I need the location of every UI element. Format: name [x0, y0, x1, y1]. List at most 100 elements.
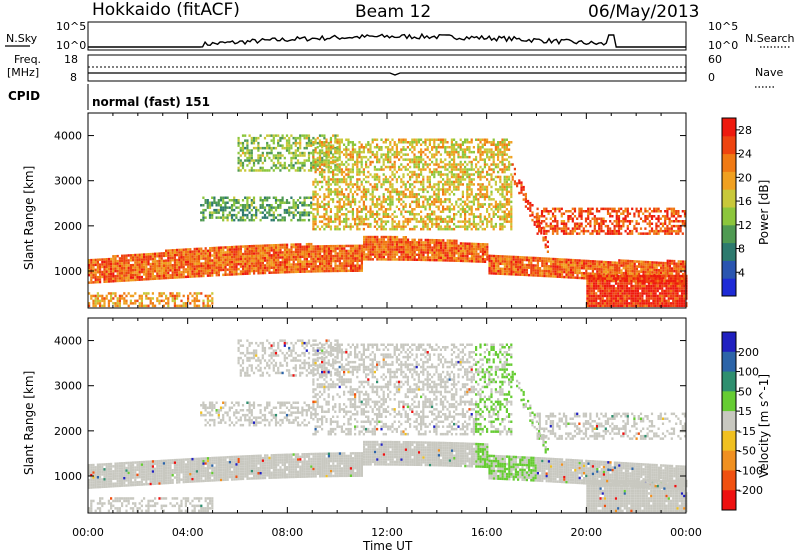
power-cell [461, 175, 464, 179]
power-cell [429, 251, 432, 254]
power-cell [358, 227, 361, 231]
power-cell [94, 276, 97, 279]
power-cell [204, 252, 207, 255]
power-cell [479, 247, 482, 251]
power-cell [285, 141, 289, 145]
power-cell [272, 206, 275, 209]
power-cell [395, 193, 398, 196]
power-cell [497, 267, 500, 270]
power-cell [116, 277, 119, 280]
power-cell [182, 265, 185, 269]
power-cell [334, 269, 337, 273]
power-cell [184, 250, 187, 254]
power-cell [655, 268, 658, 272]
power-cell [252, 164, 256, 167]
power-cell [387, 255, 390, 259]
power-cell [191, 275, 194, 278]
power-cell [365, 195, 368, 199]
power-cell [312, 270, 315, 273]
power-cell [162, 264, 165, 267]
power-cell [591, 267, 594, 271]
power-cell [327, 170, 330, 174]
power-cell [336, 150, 339, 154]
power-cell [171, 256, 174, 260]
power-cell [541, 257, 544, 260]
power-cell [323, 227, 326, 231]
power-cell [428, 185, 431, 189]
power-cell [402, 193, 405, 196]
power-cell [497, 205, 500, 208]
power-cell [620, 261, 623, 265]
power-cell [231, 265, 234, 269]
power-cell [125, 254, 128, 257]
power-cell [583, 259, 586, 263]
power-cell [448, 205, 451, 208]
power-cell [646, 265, 649, 269]
power-cell [345, 150, 348, 154]
power-cell [246, 146, 249, 150]
power-cell [523, 258, 526, 262]
power-cell [521, 258, 524, 262]
power-cell [640, 270, 643, 273]
power-cell [327, 217, 330, 221]
power-cell [362, 200, 365, 204]
power-cell [303, 199, 306, 202]
power-cell [402, 248, 405, 251]
power-cell [475, 195, 478, 199]
power-cell [477, 257, 480, 261]
power-cell [574, 276, 577, 279]
power-cell [239, 218, 242, 222]
power-cell [387, 195, 390, 199]
power-cell [189, 253, 192, 256]
power-cell [301, 213, 304, 217]
power-cell [261, 151, 264, 155]
power-cell [609, 266, 612, 269]
power-cell [433, 138, 436, 141]
power-cell [352, 269, 355, 272]
power-cell [462, 249, 465, 253]
power-cell [486, 155, 489, 159]
power-cell [213, 199, 216, 202]
power-cell [422, 183, 425, 186]
power-cell [376, 153, 379, 156]
power-cell [290, 151, 293, 155]
power-cell [565, 271, 568, 274]
power-cell [373, 195, 376, 199]
power-cell [657, 261, 660, 265]
power-cell [569, 266, 572, 269]
power-cell [283, 164, 286, 167]
power-cell [279, 213, 282, 217]
power-cell [195, 262, 198, 266]
power-cell [567, 258, 570, 262]
power-cell [239, 255, 242, 258]
power-cell [96, 266, 99, 269]
power-cell [332, 267, 335, 270]
power-cell [395, 178, 398, 181]
power-cell [360, 262, 363, 265]
power-cell [406, 222, 409, 226]
power-cell [400, 198, 403, 201]
power-cell [433, 193, 436, 196]
power-cell [340, 188, 343, 191]
power-cell [404, 148, 407, 151]
power-cell [407, 248, 410, 251]
power-cell [473, 242, 476, 246]
power-cell [528, 263, 531, 267]
power-cell [277, 263, 280, 267]
power-cell [237, 253, 240, 256]
power-cell [167, 249, 170, 252]
power-cell [378, 255, 381, 259]
power-cell [312, 213, 315, 216]
power-cell [558, 268, 561, 271]
power-cell [448, 249, 451, 252]
power-cell [398, 208, 401, 211]
power-cell [318, 144, 322, 147]
power-cell [455, 173, 458, 176]
power-cell [380, 168, 383, 171]
power-cell [387, 158, 390, 161]
power-cell [107, 272, 110, 276]
power-cell [281, 271, 284, 274]
power-cell [424, 143, 427, 146]
power-cell [651, 263, 654, 267]
power-cell [105, 270, 108, 273]
